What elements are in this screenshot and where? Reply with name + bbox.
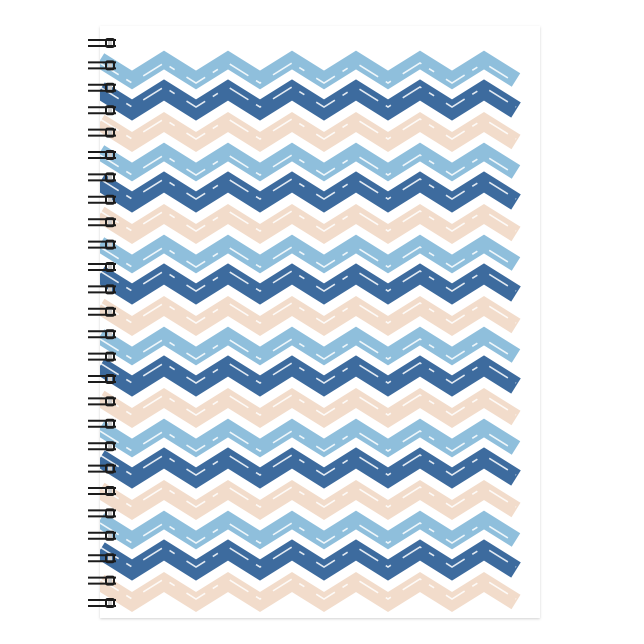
- spiral-ring: [88, 105, 116, 116]
- spiral-ring: [88, 217, 116, 228]
- chevron-stripe: [100, 111, 521, 153]
- spiral-ring: [88, 284, 116, 295]
- brush-streak: [100, 62, 517, 84]
- brush-streak: [100, 362, 517, 384]
- chevron-pattern: [100, 50, 521, 613]
- chevron-stripe: [100, 510, 521, 550]
- chevron-stripe: [100, 355, 521, 397]
- brush-streak: [100, 178, 517, 200]
- chevron-stripe: [100, 418, 521, 458]
- spiral-ring: [88, 82, 116, 93]
- brush-streak: [100, 246, 517, 268]
- brush-streak: [100, 270, 517, 292]
- spiral-ring: [88, 194, 116, 205]
- brush-streak: [100, 486, 517, 508]
- spiral-ring: [88, 575, 116, 586]
- chevron-stripe: [100, 50, 521, 90]
- spiral-ring: [88, 508, 116, 519]
- brush-streak: [100, 302, 517, 324]
- brush-streak: [100, 86, 517, 108]
- chevron-stripe: [100, 447, 521, 489]
- spiral-ring: [88, 329, 116, 340]
- spiral-ring: [88, 150, 116, 160]
- spiral-ring: [88, 553, 116, 564]
- chevron-stripe: [100, 479, 521, 521]
- chevron-stripe: [100, 263, 521, 305]
- chevron-stripe: [100, 171, 521, 213]
- spiral-ring: [88, 463, 116, 474]
- chevron-stripe: [100, 234, 521, 274]
- chevron-stripe: [100, 79, 521, 121]
- brush-streak: [100, 578, 517, 600]
- spiral-ring: [88, 530, 116, 541]
- spiral-ring: [88, 396, 116, 407]
- spiral-ring: [88, 60, 116, 71]
- chevron-stripe: [100, 326, 521, 366]
- brush-streak: [100, 394, 517, 416]
- chevron-stripe: [100, 387, 521, 429]
- spiral-ring: [88, 374, 116, 384]
- spiral-ring: [88, 598, 116, 608]
- chevron-stripe: [100, 539, 521, 581]
- chevron-stripe: [100, 203, 521, 245]
- spiral-ring: [88, 239, 116, 250]
- spiral-ring: [88, 38, 116, 48]
- brush-streak: [100, 546, 517, 568]
- brush-streak: [100, 430, 517, 452]
- spiral-ring: [88, 127, 116, 138]
- spiral-ring: [88, 418, 116, 429]
- brush-streak: [100, 454, 517, 476]
- chevron-stripe: [100, 295, 521, 337]
- brush-streak: [100, 154, 517, 176]
- chevron-stripe: [100, 571, 521, 613]
- brush-streak: [100, 210, 517, 232]
- spiral-ring: [88, 306, 116, 317]
- brush-streak: [100, 338, 517, 360]
- spiral-ring: [88, 262, 116, 272]
- spiral-ring: [88, 351, 116, 362]
- spiral-ring: [88, 441, 116, 452]
- spiral-binding: [88, 38, 116, 608]
- brush-streak: [100, 118, 517, 140]
- spiral-ring: [88, 486, 116, 496]
- brush-streak: [100, 522, 517, 544]
- spiral-ring: [88, 172, 116, 183]
- chevron-stripe: [100, 142, 521, 182]
